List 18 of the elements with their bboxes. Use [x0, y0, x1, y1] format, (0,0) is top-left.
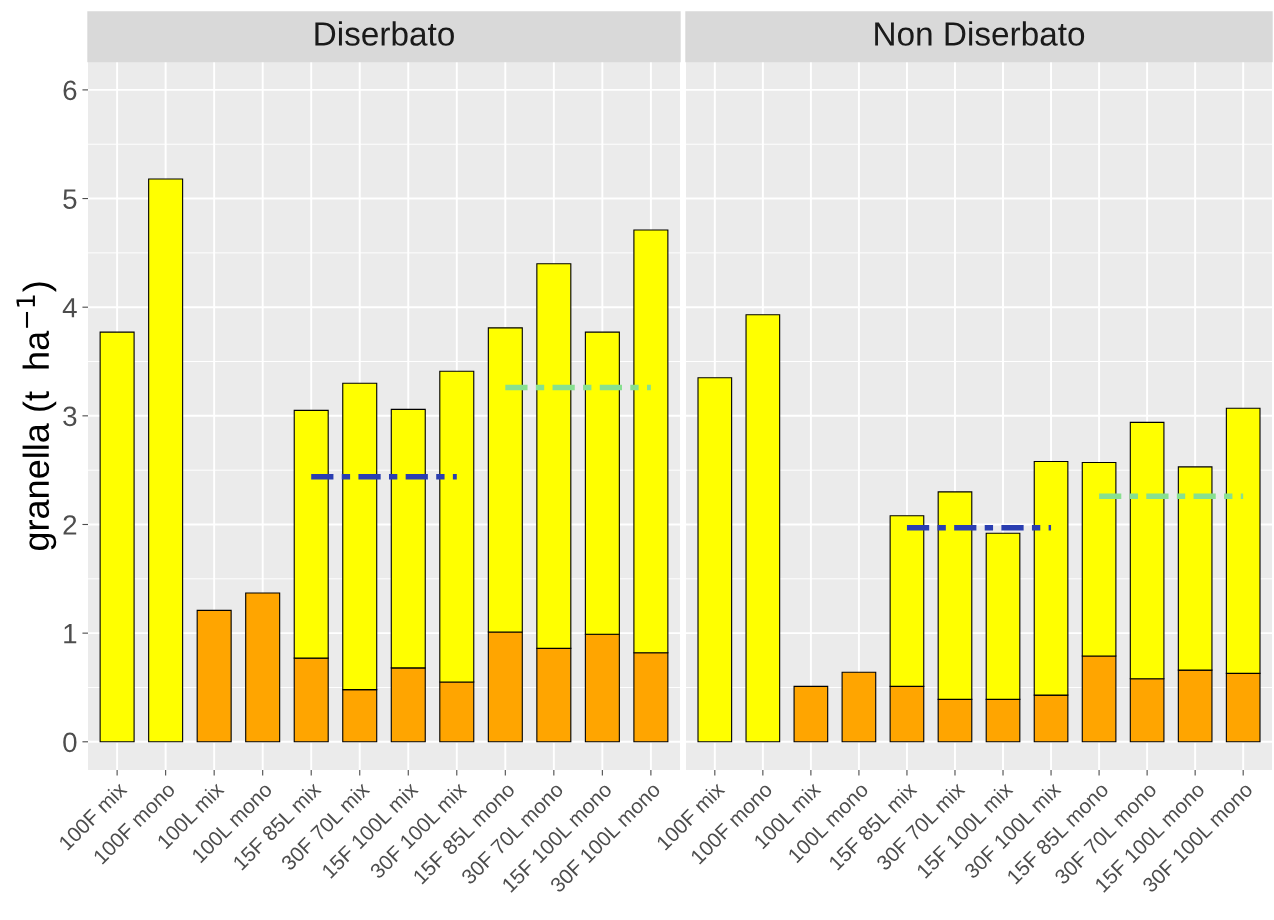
y-tick-label: 1	[64, 624, 77, 644]
y-tick-label: 3	[63, 406, 77, 427]
y-tick-label: 5	[63, 189, 77, 209]
y-tick-label: 0	[63, 732, 77, 753]
y-tick-label: 4	[62, 298, 77, 318]
y-axis-title: granella (t ha$^{−1}$)	[16, 282, 57, 551]
y-tick-label: 6	[63, 80, 77, 101]
y-tick-label: 2	[63, 515, 77, 535]
bar	[793, 685, 829, 743]
bar	[245, 592, 281, 743]
chart-title: Non Diserbato	[875, 21, 1085, 46]
bar	[841, 671, 877, 743]
chart-title: Diserbato	[315, 21, 454, 46]
bar	[697, 377, 733, 743]
bar	[745, 314, 781, 743]
bar	[99, 331, 135, 743]
bar	[148, 178, 184, 743]
bar	[196, 609, 232, 743]
